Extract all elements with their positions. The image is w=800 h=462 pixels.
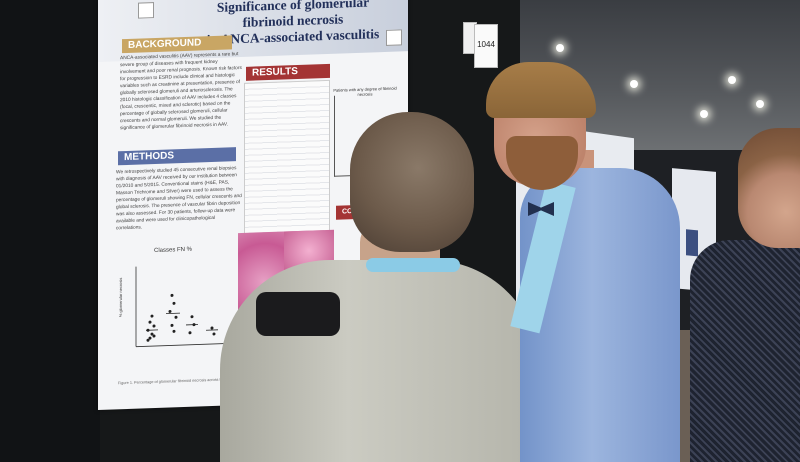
scatter-plot: % glomerular necrosis: [118, 266, 228, 348]
attendee-head: [350, 112, 474, 252]
institution-logo-icon: [386, 29, 402, 46]
attendee-shirt: [220, 260, 540, 462]
methods-text: We retrospectively studied 45 consecutiv…: [116, 166, 242, 232]
poster-header: Significance of glomerular fibrinoid nec…: [98, 0, 408, 63]
ceiling-light: [630, 80, 638, 88]
scatter-title: Classes FN %: [154, 246, 193, 255]
section-header-methods: METHODS: [118, 147, 236, 166]
institution-logo-icon: [138, 2, 154, 19]
shoulder-bag: [256, 292, 340, 336]
attendee-lanyard: [366, 258, 460, 272]
ceiling-light: [728, 76, 736, 84]
research-poster: Significance of glomerular fibrinoid nec…: [98, 0, 408, 411]
presenter-hair: [486, 62, 596, 118]
background-text: ANCA-associated vasculitis (AAV) represe…: [120, 52, 242, 132]
woman-jacket: [690, 240, 800, 462]
bowtie: [528, 202, 554, 216]
booth-number-sign: 1044: [474, 24, 498, 68]
section-header-results: RESULTS: [246, 63, 330, 81]
woman-head: [738, 128, 800, 248]
results-table: [244, 79, 330, 235]
scatter-ylabel: % glomerular necrosis: [118, 278, 123, 318]
ceiling-light: [756, 100, 764, 108]
ceiling-light: [556, 44, 564, 52]
ceiling-light: [700, 110, 708, 118]
